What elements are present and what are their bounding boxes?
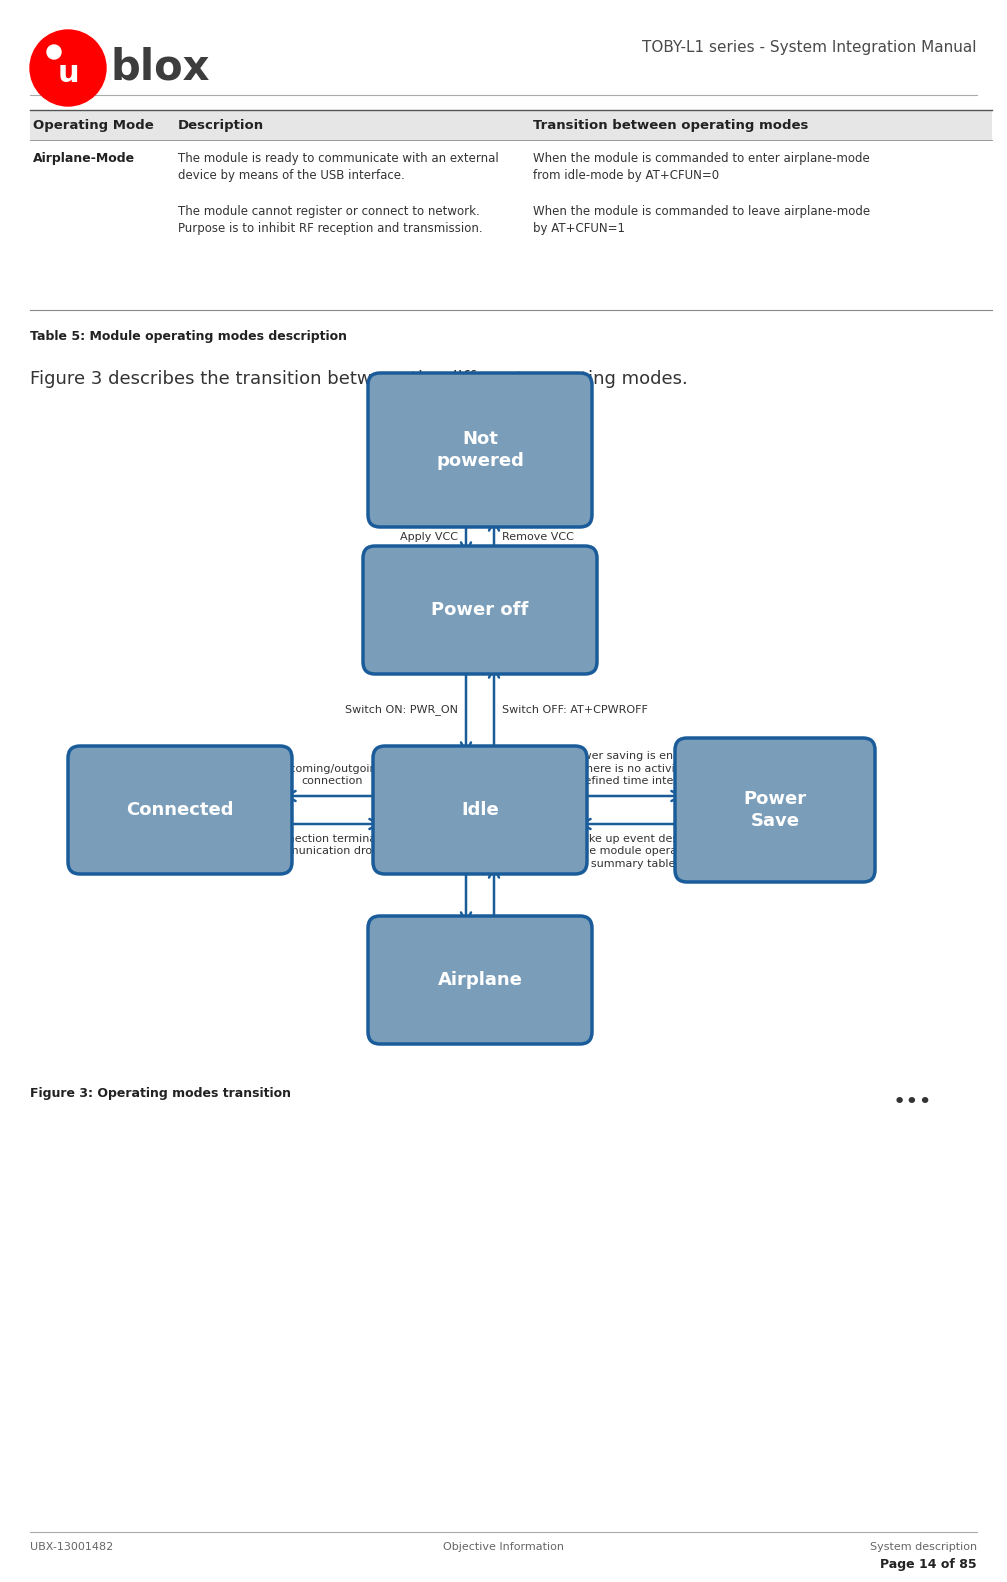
Text: If power saving is enabled
and there is no activity for
a defined time interval: If power saving is enabled and there is … — [557, 751, 705, 786]
Text: TOBY-L1 series - System Integration Manual: TOBY-L1 series - System Integration Manu… — [642, 40, 977, 55]
Text: Power off: Power off — [431, 601, 529, 619]
Text: Power
Save: Power Save — [743, 789, 807, 831]
Text: Transition between operating modes: Transition between operating modes — [533, 119, 809, 131]
Text: Figure 3 describes the transition between the different operating modes.: Figure 3 describes the transition betwee… — [30, 370, 688, 388]
Circle shape — [30, 30, 106, 106]
Text: UBX-13001482: UBX-13001482 — [30, 1542, 113, 1552]
FancyBboxPatch shape — [368, 916, 592, 1044]
Text: Table 5: Module operating modes description: Table 5: Module operating modes descript… — [30, 331, 347, 343]
Text: Figure 3: Operating modes transition: Figure 3: Operating modes transition — [30, 1087, 291, 1099]
Text: System description: System description — [870, 1542, 977, 1552]
Text: Connection terminated,
communication dropped: Connection terminated, communication dro… — [265, 834, 401, 856]
FancyBboxPatch shape — [363, 546, 597, 674]
Text: blox: blox — [110, 47, 209, 89]
Circle shape — [47, 44, 61, 59]
Text: Switch ON: PWR_ON: Switch ON: PWR_ON — [345, 704, 458, 715]
Text: Switch OFF: AT+CPWROFF: Switch OFF: AT+CPWROFF — [502, 706, 648, 715]
Text: Connected: Connected — [126, 800, 234, 819]
Bar — [30, 111, 992, 139]
Text: Remove VCC: Remove VCC — [502, 532, 574, 541]
Text: The module is ready to communicate with an external
device by means of the USB i: The module is ready to communicate with … — [178, 152, 498, 236]
Text: Objective Information: Objective Information — [443, 1542, 564, 1552]
Text: Airplane-Mode: Airplane-Mode — [33, 152, 135, 165]
Text: Operating Mode: Operating Mode — [33, 119, 154, 131]
Text: Incoming/outgoing
connection: Incoming/outgoing connection — [280, 764, 385, 786]
Text: Apply VCC: Apply VCC — [400, 532, 458, 541]
Text: Page 14 of 85: Page 14 of 85 — [880, 1558, 977, 1571]
Text: Idle: Idle — [461, 800, 498, 819]
Text: Not
powered: Not powered — [436, 430, 524, 470]
Text: When the module is commanded to enter airplane-mode
from idle-mode by AT+CFUN=0
: When the module is commanded to enter ai… — [533, 152, 870, 236]
FancyBboxPatch shape — [368, 373, 592, 527]
FancyBboxPatch shape — [675, 737, 875, 883]
Text: Description: Description — [178, 119, 264, 131]
Text: Airplane: Airplane — [438, 971, 523, 989]
FancyBboxPatch shape — [373, 747, 587, 873]
Text: u: u — [57, 60, 79, 89]
FancyBboxPatch shape — [68, 747, 292, 873]
Text: •••: ••• — [892, 1092, 931, 1112]
Text: Any wake up event described
in the module operating
modes summary table above: Any wake up event described in the modul… — [549, 834, 714, 869]
